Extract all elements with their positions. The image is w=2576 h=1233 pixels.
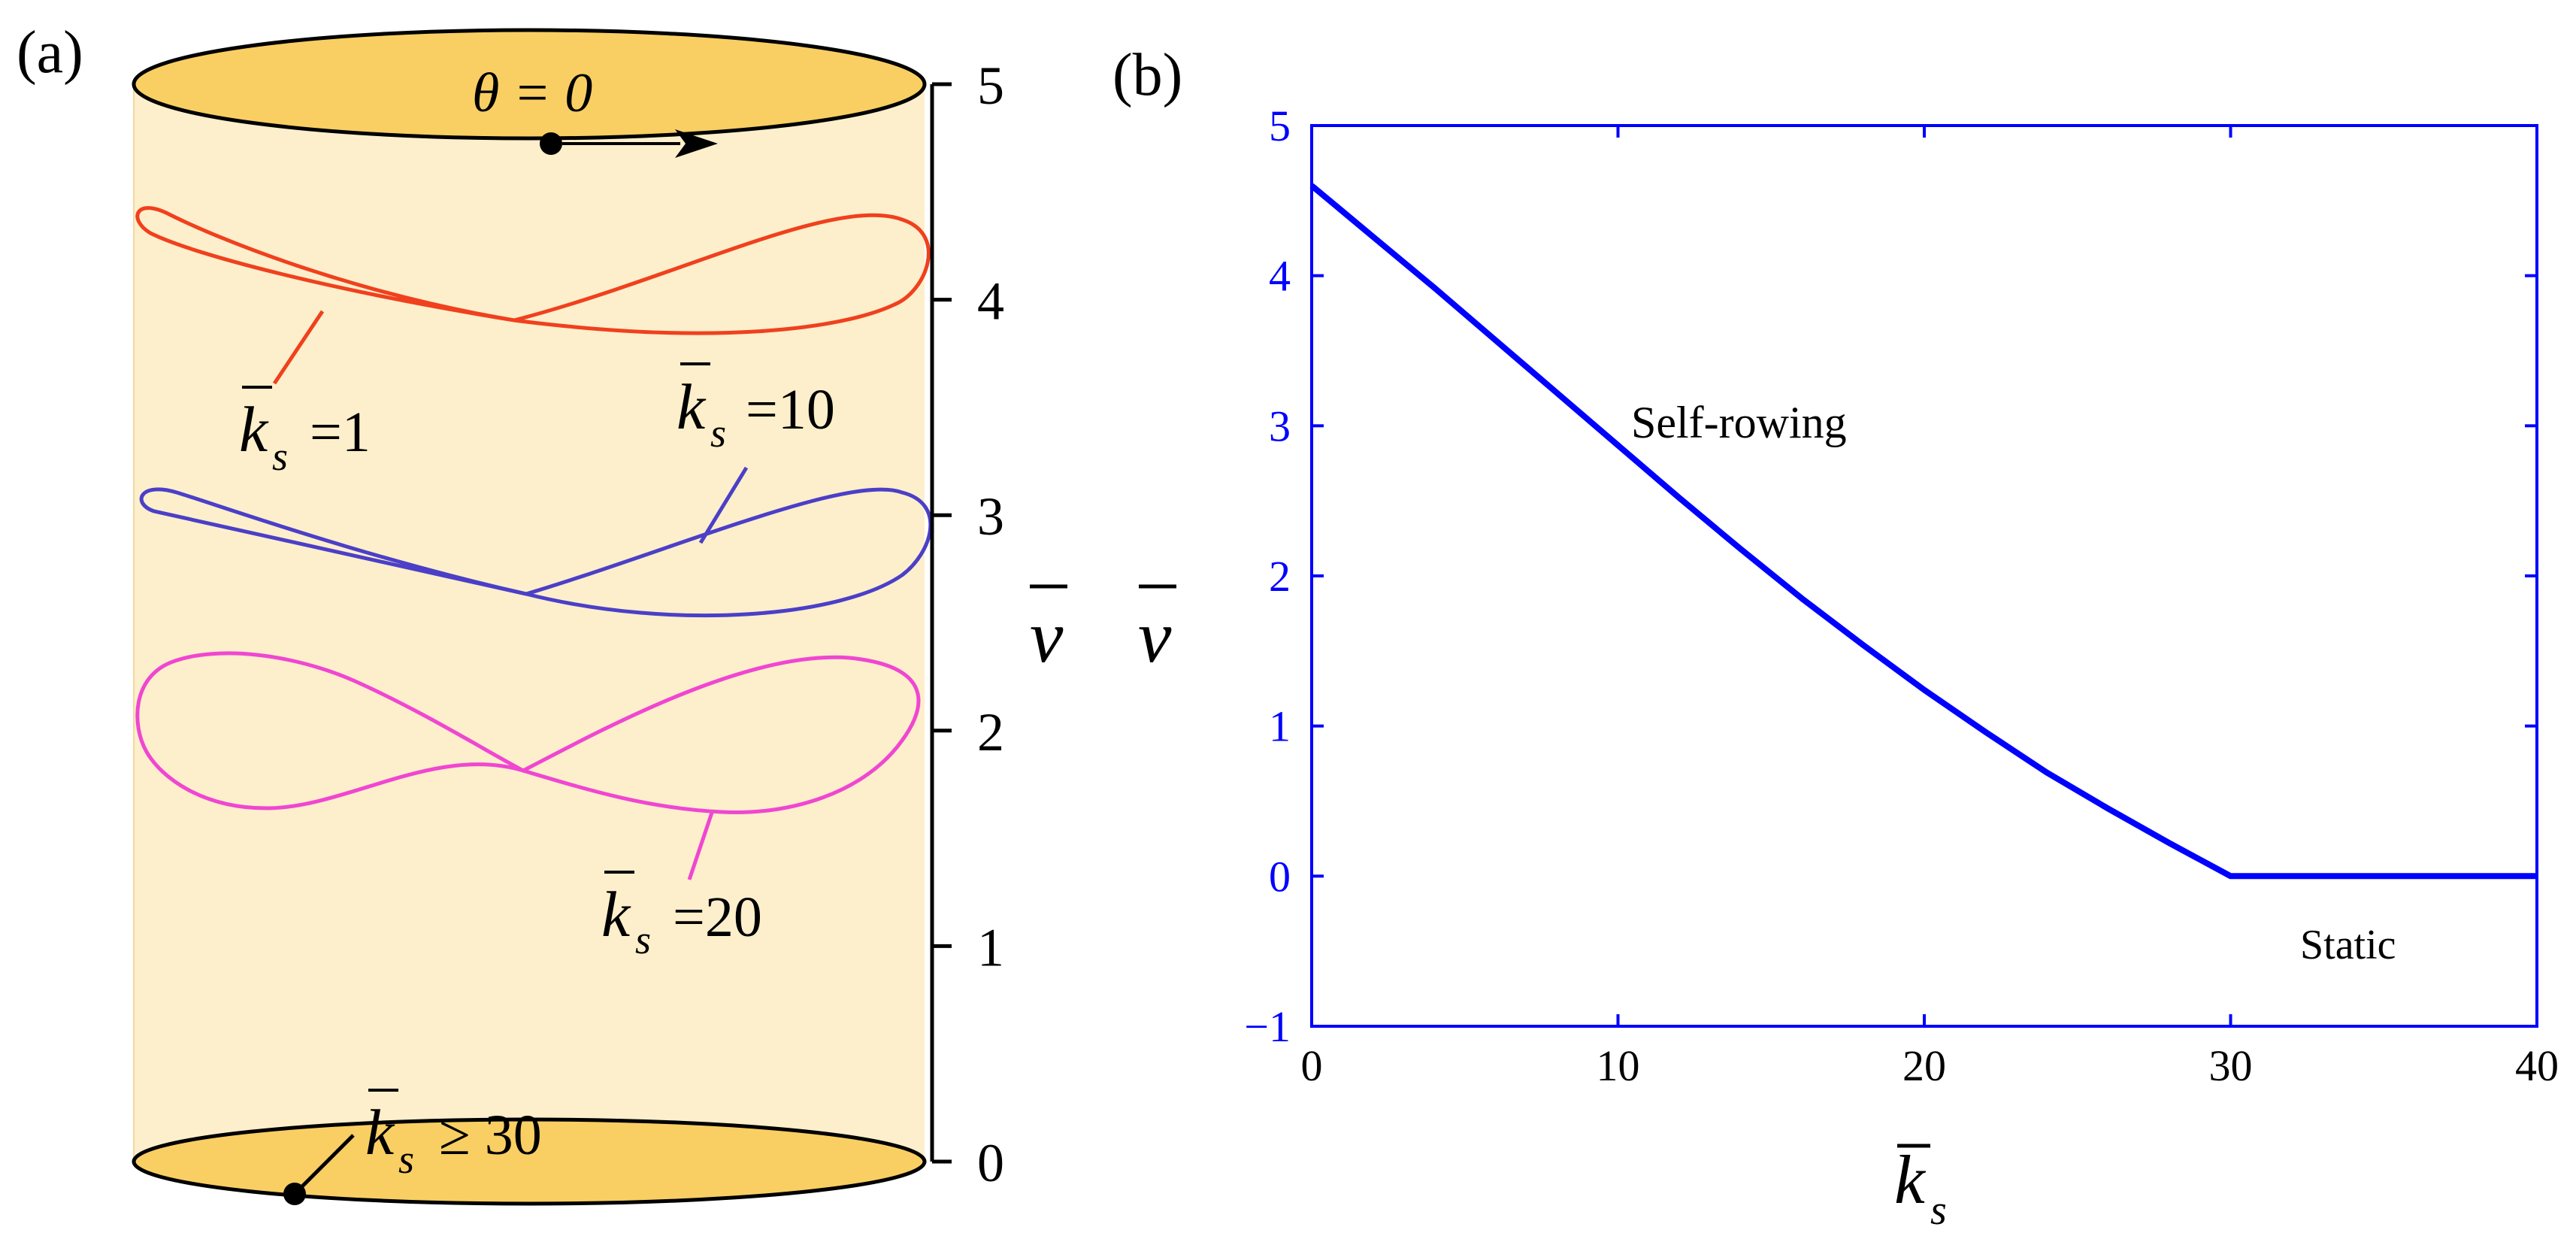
panel-a-ticks: 0 1 2 3 4 5: [932, 56, 1004, 1193]
panel-a-tick-label-1: 1: [977, 917, 1004, 977]
label-k10-k: k: [677, 371, 707, 443]
k30-dot: [283, 1183, 306, 1205]
self-rowing-annotation: Self-rowing: [1631, 398, 1847, 447]
y-tick-label-0: 0: [1269, 852, 1291, 901]
panel-b-label: (b): [1112, 42, 1182, 108]
panel-a-axis-label: v: [1030, 584, 1067, 678]
leader-k20: [687, 810, 715, 880]
label-k10: k s =10: [677, 362, 835, 456]
panel-b-ylabel: v: [1138, 584, 1176, 678]
panel-a-label: (a): [17, 20, 83, 86]
x-tick-label-10: 10: [1597, 1041, 1640, 1090]
label-k1-sub: s: [272, 434, 288, 479]
panel-b-ylabel-text: v: [1138, 595, 1172, 678]
panel-b-xlabel: k s: [1894, 1141, 1947, 1233]
leader-k30: [295, 1134, 355, 1193]
label-k1-k: k: [239, 393, 269, 465]
trajectory-k10: [139, 487, 933, 618]
static-annotation: Static: [2300, 922, 2396, 968]
cylinder-body: [134, 84, 925, 1162]
panel-a-tick-label-0: 0: [977, 1133, 1004, 1193]
label-k30-k: k: [365, 1096, 395, 1168]
panel-a-tick-label-3: 3: [977, 486, 1004, 547]
panel-b-xlabel-sub: s: [1930, 1187, 1947, 1233]
leader-k10: [698, 466, 749, 544]
label-k30-rel: ≥ 30: [439, 1104, 542, 1167]
label-k10-sub: s: [710, 410, 726, 456]
trajectory-k20: [135, 651, 921, 815]
x-tick-label-30: 30: [2209, 1041, 2253, 1090]
panel-a: (a) θ = 0 k s =1 k s: [17, 20, 1067, 1206]
self-rowing-curve: [1309, 183, 2537, 880]
x-tick-label-20: 20: [1902, 1041, 1946, 1090]
label-k1: k s =1: [239, 386, 371, 479]
y-tick-label-3: 3: [1269, 401, 1291, 450]
label-k20-k: k: [601, 878, 631, 950]
y-tick-label--1: −1: [1244, 1002, 1291, 1051]
theta-origin-dot: [540, 132, 562, 155]
top-cap: [132, 28, 927, 141]
label-k1-rel: =1: [310, 401, 371, 464]
label-k10-rel: =10: [746, 378, 835, 441]
theta-label: θ = 0: [472, 62, 592, 124]
plot-frame: [1310, 124, 2538, 1028]
label-k30-sub: s: [398, 1137, 414, 1182]
x-tick-label-0: 0: [1301, 1041, 1323, 1090]
leader-k1: [272, 310, 325, 385]
y-tick-label-4: 4: [1269, 252, 1291, 301]
y-tick-label-2: 2: [1269, 552, 1291, 601]
y-tick-label-5: 5: [1269, 101, 1291, 150]
panel-a-axis-label-text: v: [1030, 595, 1064, 678]
trajectory-k1: [135, 206, 931, 335]
panel-a-tick-label-2: 2: [977, 702, 1004, 762]
panel-a-tick-label-5: 5: [977, 56, 1004, 116]
label-k20-rel: =20: [673, 886, 762, 949]
label-k20: k s =20: [601, 871, 762, 962]
panel-b-xlabel-k: k: [1894, 1141, 1927, 1218]
panel-a-tick-label-4: 4: [977, 271, 1004, 332]
theta-arrow-icon: [675, 129, 718, 158]
bottom-cap: [132, 1117, 927, 1206]
y-tick-label-1: 1: [1269, 702, 1291, 751]
label-k30: k s ≥ 30: [365, 1089, 542, 1182]
label-k20-sub: s: [635, 917, 651, 962]
x-tick-label-40: 40: [2515, 1041, 2559, 1090]
